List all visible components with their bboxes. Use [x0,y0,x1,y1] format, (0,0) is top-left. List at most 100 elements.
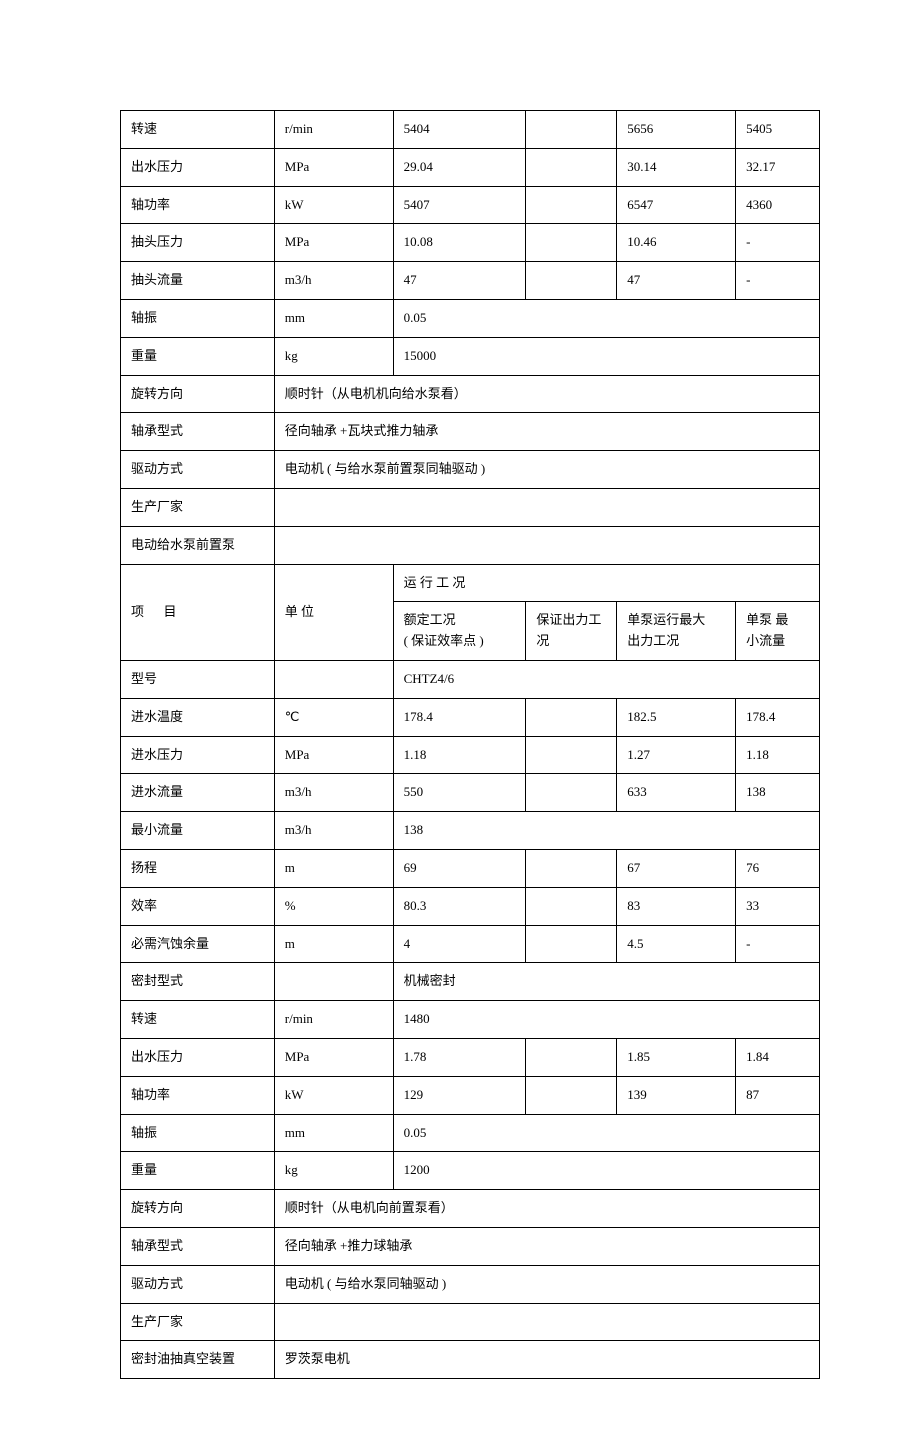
cell-value: 5407 [393,186,526,224]
cell-unit: ℃ [274,698,393,736]
cell-label: 抽头流量 [121,262,275,300]
cell-unit: m3/h [274,812,393,850]
table-row: 重量 kg 1200 [121,1152,820,1190]
cell-unit [274,660,393,698]
cell-value [526,736,617,774]
cell-label: 轴振 [121,1114,275,1152]
header-opcond: 运 行 工 况 [393,564,819,602]
cell-value: 径向轴承 +推力球轴承 [274,1227,819,1265]
cell-label: 旋转方向 [121,375,275,413]
cell-value [526,111,617,149]
table-row: 轴功率 kW 5407 6547 4360 [121,186,820,224]
cell-value: 1480 [393,1001,819,1039]
header-col2: 保证出力工况 [526,602,617,661]
cell-value: 6547 [617,186,736,224]
table-row: 旋转方向 顺时针（从电机机向给水泵看） [121,375,820,413]
cell-label: 旋转方向 [121,1190,275,1228]
header-col1: 额定工况( 保证效率点 ) [393,602,526,661]
cell-value: 182.5 [617,698,736,736]
table-row: 重量 kg 15000 [121,337,820,375]
cell-value: 67 [617,849,736,887]
cell-label: 扬程 [121,849,275,887]
table-row: 转速 r/min 1480 [121,1001,820,1039]
cell-value: 5405 [736,111,820,149]
cell-unit: r/min [274,111,393,149]
cell-value [526,698,617,736]
spec-table: 转速 r/min 5404 5656 5405 出水压力 MPa 29.04 3… [120,110,820,1379]
table-row: 必需汽蚀余量 m 4 4.5 - [121,925,820,963]
cell-value: 罗茨泵电机 [274,1341,819,1379]
cell-value: 电动机 ( 与给水泵前置泵同轴驱动 ) [274,451,819,489]
cell-value: 10.46 [617,224,736,262]
table-row: 进水流量 m3/h 550 633 138 [121,774,820,812]
header-col3: 单泵运行最大出力工况 [617,602,736,661]
cell-unit: kW [274,186,393,224]
table-row: 进水压力 MPa 1.18 1.27 1.18 [121,736,820,774]
cell-value: 178.4 [736,698,820,736]
table-row: 轴承型式 径向轴承 +瓦块式推力轴承 [121,413,820,451]
cell-value: 1.18 [393,736,526,774]
cell-value: 138 [736,774,820,812]
cell-unit: mm [274,1114,393,1152]
table-row: 转速 r/min 5404 5656 5405 [121,111,820,149]
table-row: 出水压力 MPa 29.04 30.14 32.17 [121,148,820,186]
cell-unit [274,963,393,1001]
cell-value [526,774,617,812]
cell-value: 1.18 [736,736,820,774]
cell-label: 重量 [121,1152,275,1190]
cell-label: 最小流量 [121,812,275,850]
table-row: 出水压力 MPa 1.78 1.85 1.84 [121,1038,820,1076]
cell-value: 32.17 [736,148,820,186]
cell-unit: m3/h [274,774,393,812]
cell-value: 138 [393,812,819,850]
cell-label: 出水压力 [121,1038,275,1076]
cell-unit: % [274,887,393,925]
cell-value: 4.5 [617,925,736,963]
table-row: 生产厂家 [121,488,820,526]
cell-unit: m [274,925,393,963]
cell-value: 顺时针（从电机机向给水泵看） [274,375,819,413]
cell-unit: m3/h [274,262,393,300]
table-row: 轴振 mm 0.05 [121,299,820,337]
cell-value: 1.78 [393,1038,526,1076]
cell-label: 进水温度 [121,698,275,736]
cell-value: 15000 [393,337,819,375]
cell-value: 1200 [393,1152,819,1190]
cell-value: 电动机 ( 与给水泵同轴驱动 ) [274,1265,819,1303]
cell-value [526,887,617,925]
cell-unit: m [274,849,393,887]
cell-label: 必需汽蚀余量 [121,925,275,963]
cell-label: 电动给水泵前置泵 [121,526,275,564]
cell-value: 633 [617,774,736,812]
cell-label: 密封油抽真空装置 [121,1341,275,1379]
table-row: 效率 % 80.3 83 33 [121,887,820,925]
cell-value [526,262,617,300]
cell-value: 80.3 [393,887,526,925]
cell-value [274,488,819,526]
table-row: 轴振 mm 0.05 [121,1114,820,1152]
cell-unit: mm [274,299,393,337]
cell-value [526,1038,617,1076]
table-row: 生产厂家 [121,1303,820,1341]
table-row: 扬程 m 69 67 76 [121,849,820,887]
cell-label: 轴振 [121,299,275,337]
cell-value: 10.08 [393,224,526,262]
cell-value: 87 [736,1076,820,1114]
cell-label: 生产厂家 [121,1303,275,1341]
cell-label: 轴承型式 [121,1227,275,1265]
cell-unit: MPa [274,224,393,262]
cell-value: 47 [393,262,526,300]
cell-unit: MPa [274,1038,393,1076]
cell-value: - [736,925,820,963]
cell-value: 76 [736,849,820,887]
cell-value: 1.85 [617,1038,736,1076]
cell-label: 轴功率 [121,1076,275,1114]
cell-value: 机械密封 [393,963,819,1001]
cell-label: 型号 [121,660,275,698]
table-row: 驱动方式 电动机 ( 与给水泵同轴驱动 ) [121,1265,820,1303]
cell-value [526,224,617,262]
cell-value: 1.84 [736,1038,820,1076]
cell-value [274,1303,819,1341]
cell-value: - [736,262,820,300]
table-row: 驱动方式 电动机 ( 与给水泵前置泵同轴驱动 ) [121,451,820,489]
